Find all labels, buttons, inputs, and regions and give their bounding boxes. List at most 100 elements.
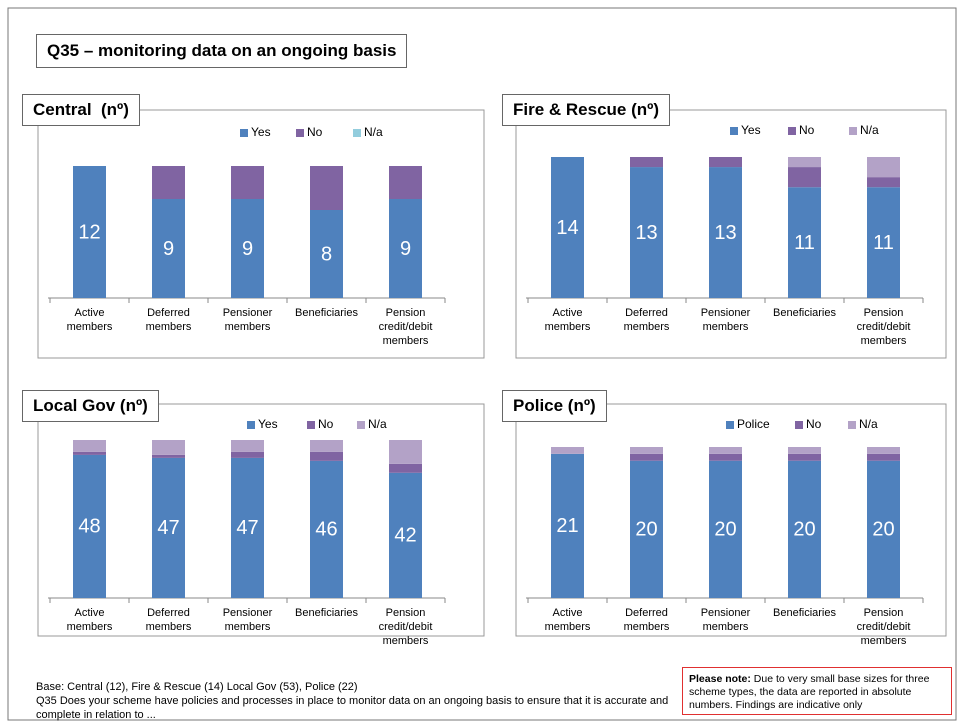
x-tick-label: Deferred members (623, 607, 670, 633)
x-tick-label: Deferred members (145, 607, 192, 633)
bar-segment (310, 210, 343, 298)
x-tick-label: Beneficiaries (295, 607, 358, 619)
note-box: Please note: Due to very small base size… (682, 667, 952, 715)
panel-title: Fire & Rescue (nº) (502, 94, 671, 126)
bar-segment (389, 440, 422, 464)
legend-label: No (799, 123, 815, 137)
bar-segment (73, 451, 106, 455)
bar-segment (310, 440, 343, 452)
bar-segment (73, 440, 106, 452)
bar-segment (788, 187, 821, 298)
value-label: 47 (157, 517, 179, 539)
slide-border (7, 7, 957, 721)
slide-title: Q35 – monitoring data on an ongoing basi… (36, 34, 408, 68)
bar-segment (152, 199, 185, 298)
legend-swatch (730, 127, 738, 135)
value-label: 20 (793, 519, 815, 541)
x-tick-label: Active members (66, 607, 113, 633)
bar-segment (152, 166, 185, 199)
panel-title: Police (nº) (502, 390, 607, 422)
value-label: 20 (635, 519, 657, 541)
bar-segment (389, 166, 422, 199)
bar-segment (867, 447, 900, 454)
value-label: 9 (163, 238, 174, 260)
legend-label: N/a (860, 123, 879, 137)
x-tick-label: Beneficiaries (773, 607, 836, 619)
x-tick-label: Pension credit/debit members (378, 607, 433, 647)
legend-swatch (307, 421, 315, 429)
value-label: 9 (242, 238, 253, 260)
bar-segment (551, 447, 584, 454)
value-label: 11 (794, 232, 815, 254)
legend-label: No (806, 417, 822, 431)
panel-title: Local Gov (nº) (22, 390, 159, 422)
legend-swatch (296, 129, 304, 137)
x-tick-label: Pensioner members (222, 307, 273, 333)
bar-segment (630, 167, 663, 298)
value-label: 42 (394, 525, 416, 547)
x-tick-label: Pension credit/debit members (378, 307, 433, 347)
value-label: 47 (236, 517, 258, 539)
question-text: Q35 Does your scheme have policies and p… (36, 695, 669, 721)
base-note: Base: Central (12), Fire & Rescue (14) L… (36, 681, 358, 693)
note-label: Please note: (689, 673, 751, 685)
legend-swatch (795, 421, 803, 429)
bar-segment (709, 460, 742, 598)
legend-label: N/a (364, 125, 383, 139)
bar-segment (152, 454, 185, 458)
value-label: 46 (315, 519, 337, 541)
value-label: 13 (635, 222, 657, 244)
legend-swatch (788, 127, 796, 135)
value-label: 20 (872, 519, 894, 541)
x-tick-label: Deferred members (145, 307, 192, 333)
x-tick-label: Active members (66, 307, 113, 333)
bar-segment (788, 447, 821, 454)
x-tick-label: Active members (544, 307, 591, 333)
x-tick-label: Pension credit/debit members (856, 307, 911, 347)
bar-segment (788, 167, 821, 188)
legend-label: No (318, 417, 334, 431)
bar-segment (310, 460, 343, 598)
bar-segment (788, 460, 821, 598)
bar-segment (551, 453, 584, 598)
x-tick-label: Beneficiaries (773, 307, 836, 319)
value-label: 21 (556, 515, 578, 537)
legend-label: N/a (368, 417, 387, 431)
legend-swatch (353, 129, 361, 137)
legend-label: Yes (741, 123, 761, 137)
bar-segment (867, 177, 900, 188)
bar-segment (231, 199, 264, 298)
x-tick-label: Beneficiaries (295, 307, 358, 319)
bar-segment (73, 166, 106, 298)
bar-segment (152, 440, 185, 455)
panel-title: Central (nº) (22, 94, 140, 126)
value-label: 12 (78, 221, 100, 243)
x-tick-label: Pension credit/debit members (856, 607, 911, 647)
bar-segment (231, 166, 264, 199)
bar-segment (867, 453, 900, 461)
bar-segment (788, 453, 821, 461)
x-tick-label: Active members (544, 607, 591, 633)
bar-segment (389, 199, 422, 298)
bar-segment (867, 187, 900, 298)
value-label: 14 (556, 217, 578, 239)
bar-segment (709, 447, 742, 454)
bar-segment (709, 453, 742, 461)
legend-swatch (726, 421, 734, 429)
bar-segment (551, 157, 584, 298)
legend-swatch (247, 421, 255, 429)
bar-segment (630, 460, 663, 598)
value-label: 11 (873, 232, 894, 254)
bar-segment (630, 453, 663, 461)
x-tick-label: Pensioner members (700, 307, 751, 333)
note-text: Due to very small base sizes for three s… (689, 673, 930, 711)
value-label: 48 (78, 516, 100, 538)
bar-segment (310, 166, 343, 210)
legend-label: Police (737, 417, 770, 431)
bar-segment (709, 157, 742, 168)
value-label: 8 (321, 243, 332, 265)
bar-segment (310, 451, 343, 461)
bar-segment (867, 157, 900, 178)
bar-segment (152, 457, 185, 598)
